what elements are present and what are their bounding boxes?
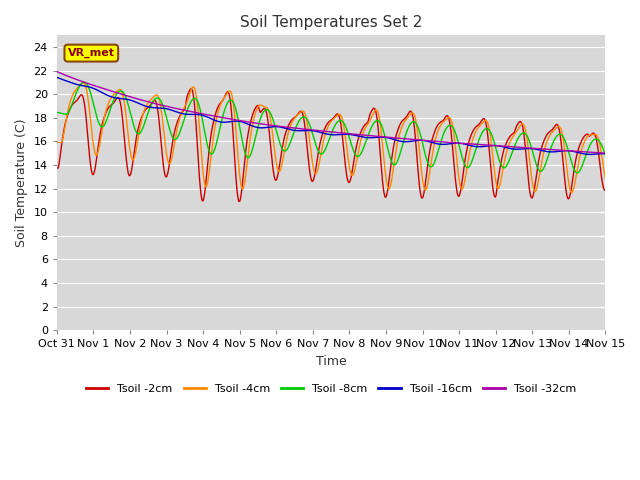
- Tsoil -32cm: [488, 143, 495, 148]
- Tsoil -32cm: [175, 106, 182, 112]
- Tsoil -16cm: [416, 137, 424, 143]
- Tsoil -8cm: [237, 129, 244, 135]
- Tsoil -2cm: [602, 188, 609, 193]
- Line: Tsoil -16cm: Tsoil -16cm: [57, 77, 605, 155]
- Tsoil -4cm: [175, 118, 183, 123]
- Line: Tsoil -32cm: Tsoil -32cm: [57, 72, 605, 153]
- Tsoil -16cm: [536, 147, 544, 153]
- Tsoil -8cm: [162, 112, 170, 118]
- Tsoil -16cm: [236, 119, 244, 124]
- Tsoil -4cm: [162, 146, 170, 152]
- Line: Tsoil -2cm: Tsoil -2cm: [57, 89, 605, 202]
- Tsoil -2cm: [53, 165, 61, 171]
- Text: VR_met: VR_met: [68, 48, 115, 58]
- Tsoil -32cm: [53, 69, 61, 74]
- Tsoil -4cm: [53, 139, 61, 145]
- Tsoil -4cm: [237, 180, 244, 185]
- Tsoil -16cm: [586, 152, 594, 157]
- Tsoil -2cm: [489, 183, 497, 189]
- Tsoil -32cm: [536, 146, 544, 152]
- Tsoil -32cm: [602, 150, 609, 156]
- Legend: Tsoil -2cm, Tsoil -4cm, Tsoil -8cm, Tsoil -16cm, Tsoil -32cm: Tsoil -2cm, Tsoil -4cm, Tsoil -8cm, Tsoi…: [81, 379, 580, 398]
- Tsoil -16cm: [602, 151, 609, 156]
- Tsoil -32cm: [236, 118, 244, 123]
- Tsoil -4cm: [417, 158, 424, 164]
- Tsoil -32cm: [162, 103, 170, 109]
- Tsoil -2cm: [237, 193, 244, 199]
- Tsoil -16cm: [162, 106, 170, 111]
- Tsoil -16cm: [53, 74, 61, 80]
- Tsoil -8cm: [488, 133, 496, 139]
- Title: Soil Temperatures Set 2: Soil Temperatures Set 2: [240, 15, 422, 30]
- Tsoil -2cm: [175, 115, 182, 121]
- Tsoil -32cm: [416, 137, 424, 143]
- Tsoil -2cm: [187, 86, 195, 92]
- Line: Tsoil -8cm: Tsoil -8cm: [57, 82, 605, 173]
- Tsoil -8cm: [80, 79, 88, 85]
- Tsoil -16cm: [488, 143, 495, 148]
- Tsoil -4cm: [488, 147, 496, 153]
- Line: Tsoil -4cm: Tsoil -4cm: [57, 83, 605, 192]
- Tsoil -4cm: [79, 80, 87, 86]
- Tsoil -2cm: [537, 147, 545, 153]
- Tsoil -2cm: [417, 192, 425, 198]
- Tsoil -8cm: [175, 131, 183, 137]
- Tsoil -2cm: [236, 199, 243, 204]
- Tsoil -4cm: [602, 176, 609, 181]
- Tsoil -4cm: [537, 166, 545, 171]
- Tsoil -8cm: [537, 168, 545, 174]
- X-axis label: Time: Time: [316, 355, 346, 368]
- Y-axis label: Soil Temperature (C): Soil Temperature (C): [15, 119, 28, 247]
- Tsoil -8cm: [417, 132, 424, 138]
- Tsoil -8cm: [602, 152, 609, 158]
- Tsoil -4cm: [568, 190, 575, 195]
- Tsoil -8cm: [53, 109, 61, 115]
- Tsoil -2cm: [162, 173, 170, 179]
- Tsoil -8cm: [573, 170, 581, 176]
- Tsoil -16cm: [175, 110, 182, 116]
